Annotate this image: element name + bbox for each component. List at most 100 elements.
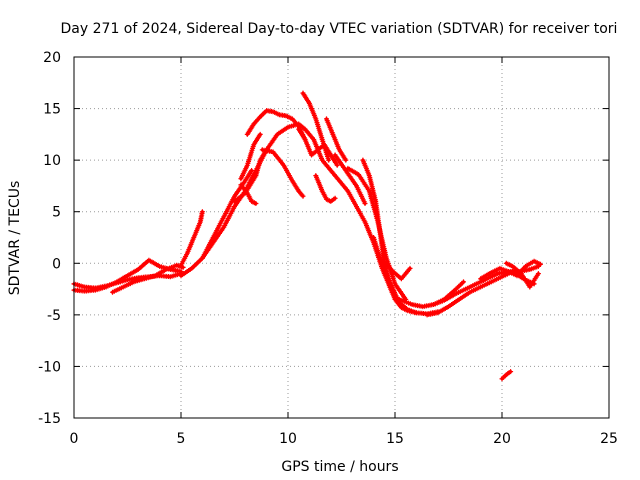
data-point: [344, 169, 348, 172]
data-point: [260, 148, 264, 152]
data-point: [346, 166, 350, 170]
data-point: [83, 285, 87, 289]
data-point: [378, 230, 382, 234]
series-track-19: [371, 235, 419, 316]
series-track-15: [324, 116, 349, 163]
data-point: [457, 297, 461, 301]
y-tick-label: 20: [43, 50, 61, 66]
data-point: [325, 117, 328, 121]
plot-frame: [73, 56, 610, 419]
data-point: [222, 225, 226, 229]
data-marks: [71, 90, 543, 382]
grid-lines: [74, 57, 609, 418]
data-point: [498, 266, 502, 270]
data-point: [239, 183, 243, 187]
x-tick-label: 25: [600, 431, 618, 447]
series-track-26: [499, 369, 514, 382]
y-tick-label: 10: [43, 153, 61, 169]
data-point: [83, 289, 87, 293]
data-point: [250, 199, 254, 203]
data-point: [245, 163, 249, 167]
data-point: [297, 189, 301, 193]
data-point: [284, 114, 288, 118]
data-point: [436, 311, 440, 315]
data-point: [320, 189, 324, 193]
data-point: [290, 179, 294, 183]
data-point: [327, 158, 331, 162]
series-track-10: [238, 182, 259, 206]
data-point: [532, 259, 536, 263]
data-point: [143, 277, 147, 281]
data-point: [462, 280, 465, 284]
data-point: [233, 199, 236, 203]
data-point: [192, 236, 196, 239]
data-point: [453, 288, 457, 292]
data-point: [115, 280, 119, 284]
data-point: [111, 290, 114, 294]
data-point: [489, 271, 493, 275]
chart-title: Day 271 of 2024, Sidereal Day-to-day VTE…: [61, 21, 618, 37]
data-point: [509, 370, 513, 374]
data-point: [372, 236, 376, 239]
data-point: [355, 205, 358, 209]
data-point: [277, 113, 281, 117]
data-point: [320, 138, 324, 141]
data-point: [301, 194, 305, 198]
y-tick-label: 5: [52, 205, 61, 221]
data-point: [384, 272, 388, 276]
data-point: [410, 303, 414, 306]
series-track-14: [313, 173, 338, 204]
data-point: [528, 285, 532, 289]
data-point: [479, 285, 483, 289]
data-point: [337, 148, 341, 152]
data-point: [303, 127, 307, 131]
data-point: [121, 285, 125, 289]
data-point: [355, 184, 358, 188]
data-point: [271, 150, 275, 154]
data-point: [515, 274, 519, 278]
series-track-4: [178, 209, 205, 268]
data-point: [211, 236, 215, 239]
data-point: [254, 174, 258, 178]
data-point: [275, 132, 279, 136]
data-point: [331, 132, 335, 136]
x-tick-label: 20: [493, 431, 511, 447]
data-point: [485, 277, 489, 281]
data-point: [391, 287, 395, 291]
x-axis-label: GPS time / hours: [281, 459, 398, 475]
data-point: [93, 288, 97, 292]
y-tick-label: -5: [47, 308, 61, 324]
data-point: [200, 210, 204, 214]
data-point: [185, 251, 189, 255]
data-point: [329, 169, 333, 172]
data-point: [254, 202, 258, 205]
data-point: [179, 270, 183, 273]
data-point: [190, 266, 194, 270]
data-point: [384, 261, 388, 265]
data-point: [245, 132, 249, 136]
data-point: [198, 220, 202, 224]
data-point: [312, 138, 316, 141]
series-track-13: [300, 90, 332, 163]
data-point: [233, 194, 236, 198]
data-point: [329, 199, 333, 203]
axis-ticks: 0 5 10 15 20 25 -15 -10 -5 0 5 10 15 20: [38, 50, 618, 447]
data-point: [363, 220, 367, 224]
data-point: [528, 268, 532, 271]
plus-markers: [424, 269, 537, 318]
data-point: [337, 179, 341, 183]
data-point: [504, 261, 508, 265]
data-point: [397, 297, 401, 301]
data-point: [397, 301, 401, 304]
data-point: [310, 153, 313, 157]
data-point: [536, 272, 540, 276]
data-point: [357, 173, 361, 177]
data-point: [252, 122, 256, 126]
data-point: [447, 305, 450, 309]
x-tick-label: 10: [279, 431, 297, 447]
data-point: [374, 199, 378, 203]
series-track-16: [332, 152, 368, 206]
data-point: [346, 189, 350, 193]
data-point: [297, 124, 301, 128]
data-point: [367, 189, 371, 193]
